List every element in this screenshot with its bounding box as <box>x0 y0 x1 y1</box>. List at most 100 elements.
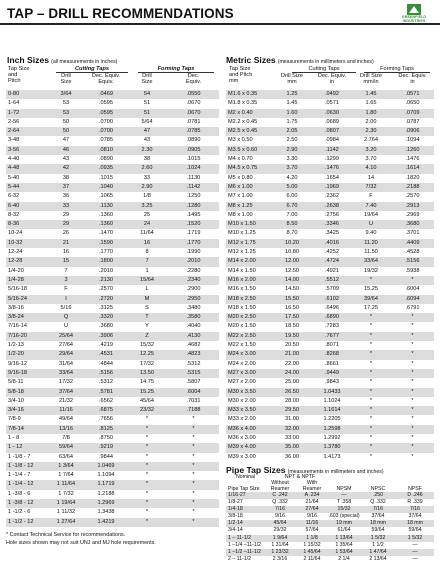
inch-table-cell: 1 -1/4 - 7 <box>8 472 31 479</box>
pipe-table-cell: 21/64 <box>305 499 319 506</box>
inch-table-cell: .7656 <box>99 416 113 423</box>
pipe-table-cell: 2 13/64 <box>369 555 387 562</box>
metric-table-cell: .3680 <box>391 220 434 230</box>
metric-table-cell: .2913 <box>391 201 434 211</box>
inch-table-cell: 3/8-16 <box>8 304 24 311</box>
inch-table-cell: L <box>145 286 149 293</box>
metric-table-cell: 1.2205 <box>323 416 341 423</box>
pipe-tap-table: 1/16-27 C .242 A .234— .250 D .246 1/8-27 Q .3… <box>226 492 434 563</box>
inch-table-row: 4-40 43 .0890 38 .1015 <box>6 155 219 164</box>
inch-table-row: 1/4-20 7 .2010 1 .2280 <box>6 267 219 276</box>
metric-table-cell: M1.8 x 0.35 <box>228 100 258 107</box>
metric-table-row: M8 x 1.25 6.70.2638 7.40.2913 <box>226 201 434 211</box>
inch-table-cell: 33 <box>143 174 151 181</box>
inch-table-cell: .1770 <box>99 249 113 256</box>
metric-table-cell: 10.80 <box>285 249 299 256</box>
metric-table-cell: M8 x 1.00 <box>228 211 253 218</box>
pipe-table-cell: 1 13/64 <box>328 534 360 542</box>
pipe-table-cell: 1 –1/4 –11-1/2 <box>228 541 262 548</box>
inch-table-cell: .1065 <box>99 193 113 200</box>
metric-table-cell: 1.0433 <box>313 387 351 397</box>
inch-table-cell: 1 -1/8 - 7 <box>8 453 31 460</box>
metric-table-cell: M4 x 0.70 <box>228 156 253 163</box>
metric-table-row: M1.8 x 0.35 1.45 .0571 1.65 .0650 <box>226 99 434 108</box>
metric-table-cell: 2.764 <box>364 137 378 144</box>
metric-table-cell: 3.70 <box>271 164 313 174</box>
inch-table-cell: .5312 <box>99 379 113 386</box>
metric-table-cell: 25.00 <box>285 379 299 386</box>
metric-table-cell: .6094 <box>391 294 434 304</box>
inch-table-cell: 37 <box>46 182 86 193</box>
inch-table-cell: 1-64 <box>8 100 20 107</box>
inch-table-cell: .9844 <box>99 453 113 460</box>
inch-table-row: 1 -1/4 - 7 1 7/64 1.1094 * * <box>6 471 219 480</box>
metric-table-cell: M27 x 3.00 <box>226 368 271 379</box>
inch-table-cell: 1 11/32 <box>56 509 76 516</box>
inch-table-cell: 3-48 <box>8 137 20 144</box>
pipe-table-cell: 19 mm <box>328 520 360 528</box>
metric-table-cell: M2.5 x 0.45 <box>226 127 271 137</box>
metric-table-cell: .0787 <box>405 118 420 125</box>
metric-table-cell: 8.50 <box>271 220 313 230</box>
inch-table-row: 1 -1/8 - 12 1 3/64 1.0469 * * <box>6 461 219 472</box>
metric-table-row: M22 x 2.50 19.50.7677 * * <box>226 331 434 342</box>
metric-table-cell: 1.65 <box>365 100 377 107</box>
pipe-table-cell: 59/64 <box>408 527 422 534</box>
metric-table-cell: 6.00 <box>286 193 298 200</box>
metric-table-cell: M20 x 1.50 <box>228 323 256 330</box>
metric-table-row: M7 x 1.00 6.00 .2362 F .2570 <box>226 192 434 201</box>
metric-table-cell: .1476 <box>405 156 420 163</box>
inch-table-cell: 2.90 <box>126 182 168 193</box>
metric-table-cell: * <box>391 313 434 323</box>
metric-table-cell: * <box>369 434 373 441</box>
inch-table-cell: 1/8 <box>143 193 151 200</box>
metric-table-row: M24 x 2.00 22.00 .8661 * * <box>226 360 434 369</box>
metric-table-cell: .6791 <box>405 304 420 311</box>
inch-table-cell: 33/64 <box>46 368 86 379</box>
metric-table-cell: M39 x 3.00 <box>228 453 256 460</box>
inch-table-cell: 5/16-24 <box>6 294 46 304</box>
metric-table-cell: M16 x 2.00 <box>226 275 271 286</box>
metric-table-cell: 2.05 <box>271 127 313 137</box>
metric-table-cell: * <box>411 397 414 404</box>
metric-table-cell: .5709 <box>325 286 339 293</box>
inch-table-cell: 1 - 12 <box>6 443 46 453</box>
inch-table-cell: .5312 <box>186 360 201 367</box>
inch-table-cell: .0785 <box>168 127 219 137</box>
inch-table-cell: 29 <box>46 220 86 230</box>
inch-table-row: 8-32 29 .1360 25 .1495 <box>6 211 219 220</box>
inch-table-cell: .0595 <box>86 108 126 118</box>
pipe-table-cell: 27/64 <box>296 506 328 514</box>
pipe-table-cell: 1 45/64 <box>296 548 328 556</box>
inch-table-cell: .5156 <box>86 368 126 379</box>
metric-table-cell: 1.1024 <box>323 397 341 404</box>
inch-table-cell: 29/64 <box>46 350 86 360</box>
inch-table-cell: 1 7/64 <box>58 472 74 479</box>
inch-table-cell: 2-64 <box>6 127 46 137</box>
inch-col-fdrill-header: Drill Size <box>141 72 153 85</box>
inch-table-cell: 16 <box>62 249 70 256</box>
metric-col-dec-header: Dec. Equiv. in <box>317 72 347 85</box>
pipe-table-cell: 1 23/32 <box>264 548 296 556</box>
inch-table-cell: 49/64 <box>59 416 73 423</box>
metric-table-cell: .9449 <box>313 368 351 379</box>
logo-text-line-1: GREENFIELD <box>401 15 427 19</box>
inch-table-cell: 37/64 <box>46 387 86 397</box>
metric-table-cell: * <box>369 416 373 423</box>
metric-table-row: M4.5 x 0.75 3.70.1476 4.10.1614 <box>226 164 434 174</box>
inch-table-cell: 9/16-18 <box>6 368 46 379</box>
metric-table-cell: * <box>411 434 414 441</box>
inch-table-cell: 7 <box>64 267 68 274</box>
inch-table-cell: 7/8 <box>62 434 70 441</box>
inch-table-cell: .0595 <box>99 100 113 107</box>
metric-table-cell: * <box>369 323 373 330</box>
inch-table-row: 1 -1/2 - 6 1 11/32 1.3438 * * <box>6 508 219 517</box>
inch-table-cell: M <box>126 294 168 304</box>
inch-table-row: 2-56 50 .0700 5/64 .0781 <box>6 118 219 127</box>
inch-table-cell: 51 <box>126 108 168 118</box>
inch-table-cell: .0700 <box>86 127 126 137</box>
inch-table-cell: .3906 <box>86 331 126 342</box>
pipe-npsf-header: NPSF <box>408 486 422 492</box>
metric-table-row: M30 x 2.00 28.00 1.1024 * * <box>226 397 434 406</box>
metric-table-cell: .0492 <box>313 90 351 100</box>
